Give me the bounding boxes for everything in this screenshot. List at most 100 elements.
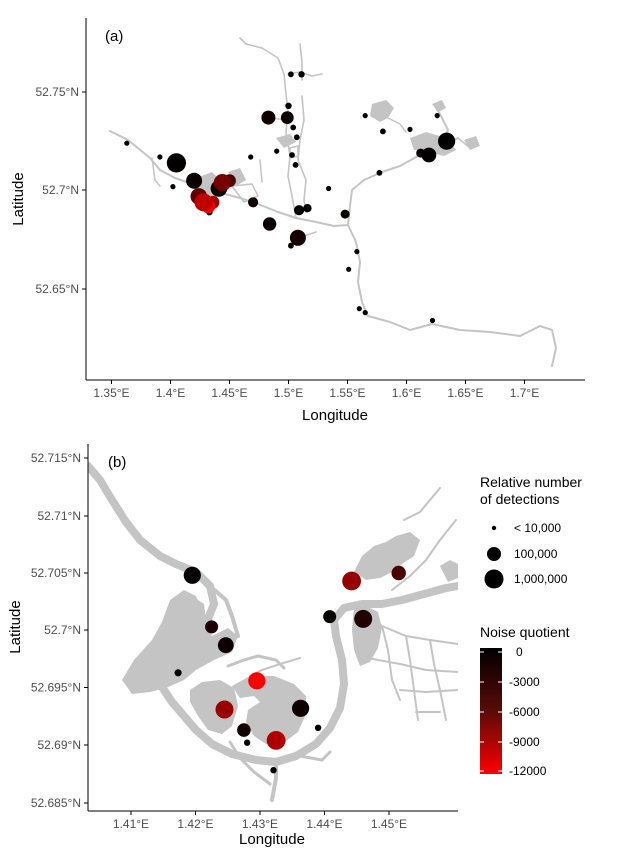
size-legend-large-dot	[484, 569, 504, 589]
detection-point	[438, 132, 456, 150]
panel-b-river-network	[88, 462, 458, 802]
size-legend-label: 1,000,000	[514, 572, 568, 586]
panel-a-x-tick-label: 1.55°E	[329, 386, 365, 400]
panel-b-y-tick-label: 52.69°N	[38, 738, 82, 752]
color-legend-bar	[480, 648, 502, 774]
panel-b-map: 1.41°E 1.42°E 1.43°E 1.44°E 1.45°E 52.68…	[7, 444, 458, 848]
panel-b-y-axis-title: Latitude	[7, 600, 24, 653]
panel-a-y-axis-title: Latitude	[10, 172, 27, 225]
size-legend-label: < 10,000	[514, 521, 561, 535]
detection-point	[248, 154, 254, 160]
detection-point	[166, 153, 186, 173]
panel-a-y-tick-label: 52.7°N	[42, 183, 79, 197]
detection-point	[262, 217, 277, 231]
detection-point	[243, 739, 251, 746]
detection-point	[217, 637, 234, 654]
detection-point	[294, 205, 305, 216]
color-legend-tick-label: -9000	[509, 735, 540, 749]
detection-point	[183, 566, 201, 584]
detection-point	[323, 610, 337, 624]
detection-point	[354, 609, 373, 628]
detection-point	[376, 169, 383, 176]
detection-point	[205, 620, 219, 634]
size-legend-title-line1: Relative number	[480, 474, 582, 490]
detection-point	[362, 113, 368, 119]
detection-point	[288, 71, 294, 78]
panel-a-y-tick-label: 52.65°N	[36, 282, 80, 296]
detection-point	[186, 172, 203, 189]
panel-b-x-tick-label: 1.44°E	[306, 817, 342, 831]
color-legend-tick-label: -3000	[509, 675, 540, 689]
panel-b-x-tick-label: 1.41°E	[113, 817, 149, 831]
panel-a-detection-points	[124, 71, 456, 324]
detection-point	[213, 174, 231, 192]
color-legend-title: Noise quotient	[480, 624, 570, 640]
size-legend-label: 100,000	[514, 547, 558, 561]
size-legend-title-line2: of detections	[480, 491, 559, 507]
detection-point	[157, 154, 163, 160]
detection-point	[293, 134, 300, 141]
detection-point	[326, 185, 332, 192]
detection-point	[261, 110, 276, 125]
panel-a-x-tick-label: 1.5°E	[274, 386, 303, 400]
panel-b-x-tick-label: 1.45°E	[371, 817, 407, 831]
panel-b-x-axis-title: Longitude	[239, 831, 305, 848]
detection-point	[340, 209, 350, 219]
color-legend-tick-label: -6000	[509, 705, 540, 719]
color-legend-tick-label: 0	[516, 645, 523, 659]
panel-b-x-tick-label: 1.42°E	[177, 817, 213, 831]
detection-point	[342, 571, 361, 591]
detection-point	[380, 128, 386, 135]
detection-point	[280, 111, 294, 124]
detection-point	[248, 672, 266, 690]
panel-b-y-tick-label: 52.7°N	[44, 623, 81, 637]
legend: Relative number of detections < 10,000 1…	[480, 474, 582, 778]
panel-a-y-ticks: 52.65°N 52.7°N 52.75°N	[36, 85, 86, 296]
detection-point	[314, 724, 322, 731]
panel-b-y-tick-label: 52.685°N	[31, 796, 81, 810]
detection-point	[362, 310, 368, 316]
panel-a-river-network	[109, 37, 557, 367]
detection-point	[285, 102, 292, 110]
panel-b-label: (b)	[108, 454, 126, 471]
detection-point	[270, 767, 277, 774]
panel-b-x-tick-label: 1.43°E	[242, 817, 278, 831]
panel-b-y-tick-label: 52.705°N	[31, 566, 81, 580]
detection-point	[266, 731, 286, 750]
detection-point	[248, 197, 259, 208]
detection-point	[288, 242, 294, 249]
detection-point	[290, 124, 297, 131]
detection-point	[215, 700, 234, 719]
size-legend-medium-dot	[487, 547, 501, 561]
panel-a-x-tick-label: 1.4°E	[156, 386, 185, 400]
panel-b-y-tick-label: 52.715°N	[31, 451, 81, 465]
detection-point	[292, 162, 299, 168]
panel-b-y-tick-label: 52.695°N	[31, 681, 81, 695]
detection-point	[274, 148, 280, 154]
panel-a-x-tick-label: 1.7°E	[510, 386, 539, 400]
detection-point	[303, 204, 312, 213]
panel-a-x-tick-label: 1.45°E	[211, 386, 247, 400]
detection-point	[354, 249, 360, 255]
detection-point	[292, 699, 310, 717]
panel-a-x-tick-label: 1.65°E	[447, 386, 483, 400]
panel-a-x-tick-label: 1.6°E	[392, 386, 421, 400]
panel-b-x-ticks: 1.41°E 1.42°E 1.43°E 1.44°E 1.45°E	[113, 811, 407, 831]
color-legend-tick-label: -12000	[509, 764, 547, 778]
panel-a-y-tick-label: 52.75°N	[36, 85, 80, 99]
panel-a-map: 1.35°E 1.4°E 1.45°E 1.5°E 1.55°E 1.6°E 1…	[10, 18, 585, 424]
panel-a-label: (a)	[105, 28, 123, 45]
detection-point	[356, 306, 362, 312]
panel-b-y-ticks: 52.685°N 52.69°N 52.695°N 52.7°N 52.705°…	[31, 451, 88, 810]
detection-point	[124, 140, 130, 146]
panel-a-x-tick-label: 1.35°E	[93, 386, 129, 400]
detection-point	[421, 147, 437, 163]
detection-point	[391, 565, 406, 581]
detection-point	[237, 723, 251, 737]
panel-a-x-ticks: 1.35°E 1.4°E 1.45°E 1.5°E 1.55°E 1.6°E 1…	[93, 380, 539, 400]
detection-point	[174, 669, 182, 677]
panel-a-x-axis-title: Longitude	[302, 407, 368, 424]
panel-b-y-tick-label: 52.71°N	[38, 509, 82, 523]
panel-b-detection-points	[174, 565, 406, 774]
detection-point	[289, 152, 295, 158]
